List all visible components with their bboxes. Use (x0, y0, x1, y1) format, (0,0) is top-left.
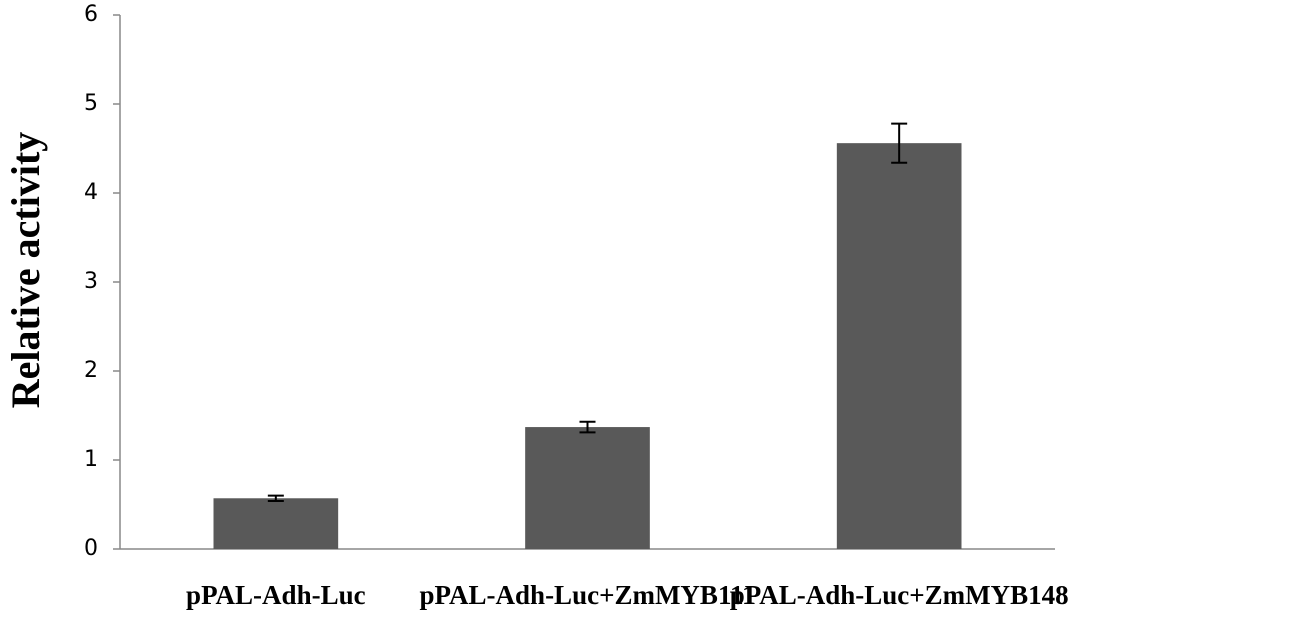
bar (213, 498, 339, 549)
y-tick-label: 2 (84, 358, 98, 383)
error-bar (891, 122, 908, 164)
x-tick-label: pPAL-Adh-Luc+ZmMYB148 (730, 580, 1069, 610)
error-bar (267, 494, 284, 502)
y-tick-label: 6 (84, 2, 98, 27)
error-bar (579, 420, 596, 434)
y-axis-label: Relative activity (3, 132, 48, 409)
y-tick-label: 5 (84, 91, 98, 116)
x-tick-label: pPAL-Adh-Luc (186, 580, 366, 610)
y-tick-label: 4 (84, 180, 98, 205)
y-tick-label: 0 (84, 536, 98, 561)
x-tick-label: pPAL-Adh-Luc+ZmMYB111 (420, 580, 756, 610)
bar (525, 427, 650, 549)
y-tick-label: 3 (84, 269, 98, 294)
bar (836, 143, 962, 549)
y-tick-label: 1 (84, 447, 98, 472)
